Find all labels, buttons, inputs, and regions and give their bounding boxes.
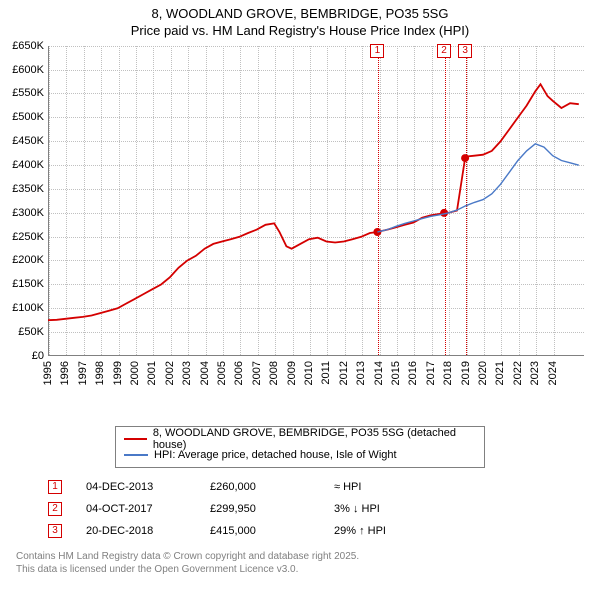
x-axis-label: 1996 [59, 361, 71, 385]
sale-price: £260,000 [210, 481, 310, 493]
x-axis-label: 2023 [529, 361, 541, 385]
x-axis-label: 1998 [94, 361, 106, 385]
title-block: 8, WOODLAND GROVE, BEMBRIDGE, PO35 5SG P… [0, 0, 600, 42]
x-axis-label: 2019 [460, 361, 472, 385]
legend-label: HPI: Average price, detached house, Isle… [154, 449, 397, 461]
legend: 8, WOODLAND GROVE, BEMBRIDGE, PO35 5SG (… [115, 426, 485, 468]
sale-comparison: 3% ↓ HPI [334, 503, 454, 515]
sale-num-box: 1 [48, 480, 62, 494]
x-axis-label: 2005 [216, 361, 228, 385]
sale-date: 20-DEC-2018 [86, 525, 186, 537]
x-axis-label: 2018 [442, 361, 454, 385]
x-axis-label: 2010 [303, 361, 315, 385]
x-axis-label: 2009 [286, 361, 298, 385]
sale-comparison: 29% ↑ HPI [334, 525, 454, 537]
y-axis-label: £200K [0, 254, 44, 266]
sales-row: 1 04-DEC-2013 £260,000 ≈ HPI [48, 476, 600, 498]
y-axis-label: £0 [0, 350, 44, 362]
legend-label: 8, WOODLAND GROVE, BEMBRIDGE, PO35 5SG (… [153, 427, 476, 451]
y-axis-label: £300K [0, 207, 44, 219]
x-axis-label: 2015 [390, 361, 402, 385]
sales-table: 1 04-DEC-2013 £260,000 ≈ HPI 2 04-OCT-2017 £29… [48, 476, 600, 542]
x-axis-label: 2017 [425, 361, 437, 385]
sale-date: 04-OCT-2017 [86, 503, 186, 515]
x-axis-label: 2002 [164, 361, 176, 385]
y-axis-label: £650K [0, 40, 44, 52]
x-axis-label: 2001 [146, 361, 158, 385]
x-axis-label: 2003 [181, 361, 193, 385]
y-axis-label: £400K [0, 159, 44, 171]
title-line-2: Price paid vs. HM Land Registry's House … [0, 23, 600, 40]
x-axis-label: 2012 [338, 361, 350, 385]
sale-date: 04-DEC-2013 [86, 481, 186, 493]
y-axis-label: £500K [0, 111, 44, 123]
attribution: Contains HM Land Registry data © Crown c… [16, 550, 600, 576]
y-axis-label: £50K [0, 326, 44, 338]
x-axis-label: 1999 [112, 361, 124, 385]
sale-price: £299,950 [210, 503, 310, 515]
y-axis-label: £250K [0, 231, 44, 243]
series-hpi [377, 144, 578, 232]
x-axis-label: 1995 [42, 361, 54, 385]
y-axis-label: £450K [0, 135, 44, 147]
y-axis-label: £550K [0, 87, 44, 99]
x-axis-label: 2006 [233, 361, 245, 385]
series-property [48, 84, 579, 320]
title-line-1: 8, WOODLAND GROVE, BEMBRIDGE, PO35 5SG [0, 6, 600, 23]
x-axis-label: 2020 [477, 361, 489, 385]
chart-svg [48, 46, 584, 356]
y-axis-label: £600K [0, 64, 44, 76]
sale-num-box: 3 [48, 524, 62, 538]
sale-price: £415,000 [210, 525, 310, 537]
sale-comparison: ≈ HPI [334, 481, 454, 493]
x-axis-label: 2004 [199, 361, 211, 385]
x-axis-label: 2016 [407, 361, 419, 385]
x-axis-label: 2013 [355, 361, 367, 385]
legend-swatch [124, 438, 147, 440]
sales-row: 3 20-DEC-2018 £415,000 29% ↑ HPI [48, 520, 600, 542]
y-axis-label: £100K [0, 302, 44, 314]
x-axis-label: 2008 [268, 361, 280, 385]
legend-swatch [124, 454, 148, 456]
attribution-line-2: This data is licensed under the Open Gov… [16, 563, 600, 576]
sale-num-box: 2 [48, 502, 62, 516]
x-axis-label: 1997 [77, 361, 89, 385]
chart-area: £0 £50K £100K £150K £200K £250K £300K £350K £400… [0, 42, 600, 422]
x-axis-label: 2024 [547, 361, 559, 385]
x-axis-label: 2022 [512, 361, 524, 385]
x-axis-label: 2007 [251, 361, 263, 385]
y-axis-label: £350K [0, 183, 44, 195]
x-axis-label: 2000 [129, 361, 141, 385]
x-axis-label: 2011 [320, 361, 332, 385]
attribution-line-1: Contains HM Land Registry data © Crown c… [16, 550, 600, 563]
legend-row: 8, WOODLAND GROVE, BEMBRIDGE, PO35 5SG (… [124, 431, 476, 447]
y-axis-label: £150K [0, 278, 44, 290]
sales-row: 2 04-OCT-2017 £299,950 3% ↓ HPI [48, 498, 600, 520]
x-axis-label: 2014 [373, 361, 385, 385]
chart-container: 8, WOODLAND GROVE, BEMBRIDGE, PO35 5SG P… [0, 0, 600, 590]
x-axis-label: 2021 [494, 361, 506, 385]
sale-point [461, 154, 469, 162]
